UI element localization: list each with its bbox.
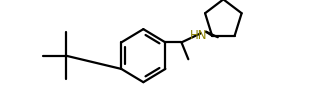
Text: HN: HN <box>189 29 207 42</box>
